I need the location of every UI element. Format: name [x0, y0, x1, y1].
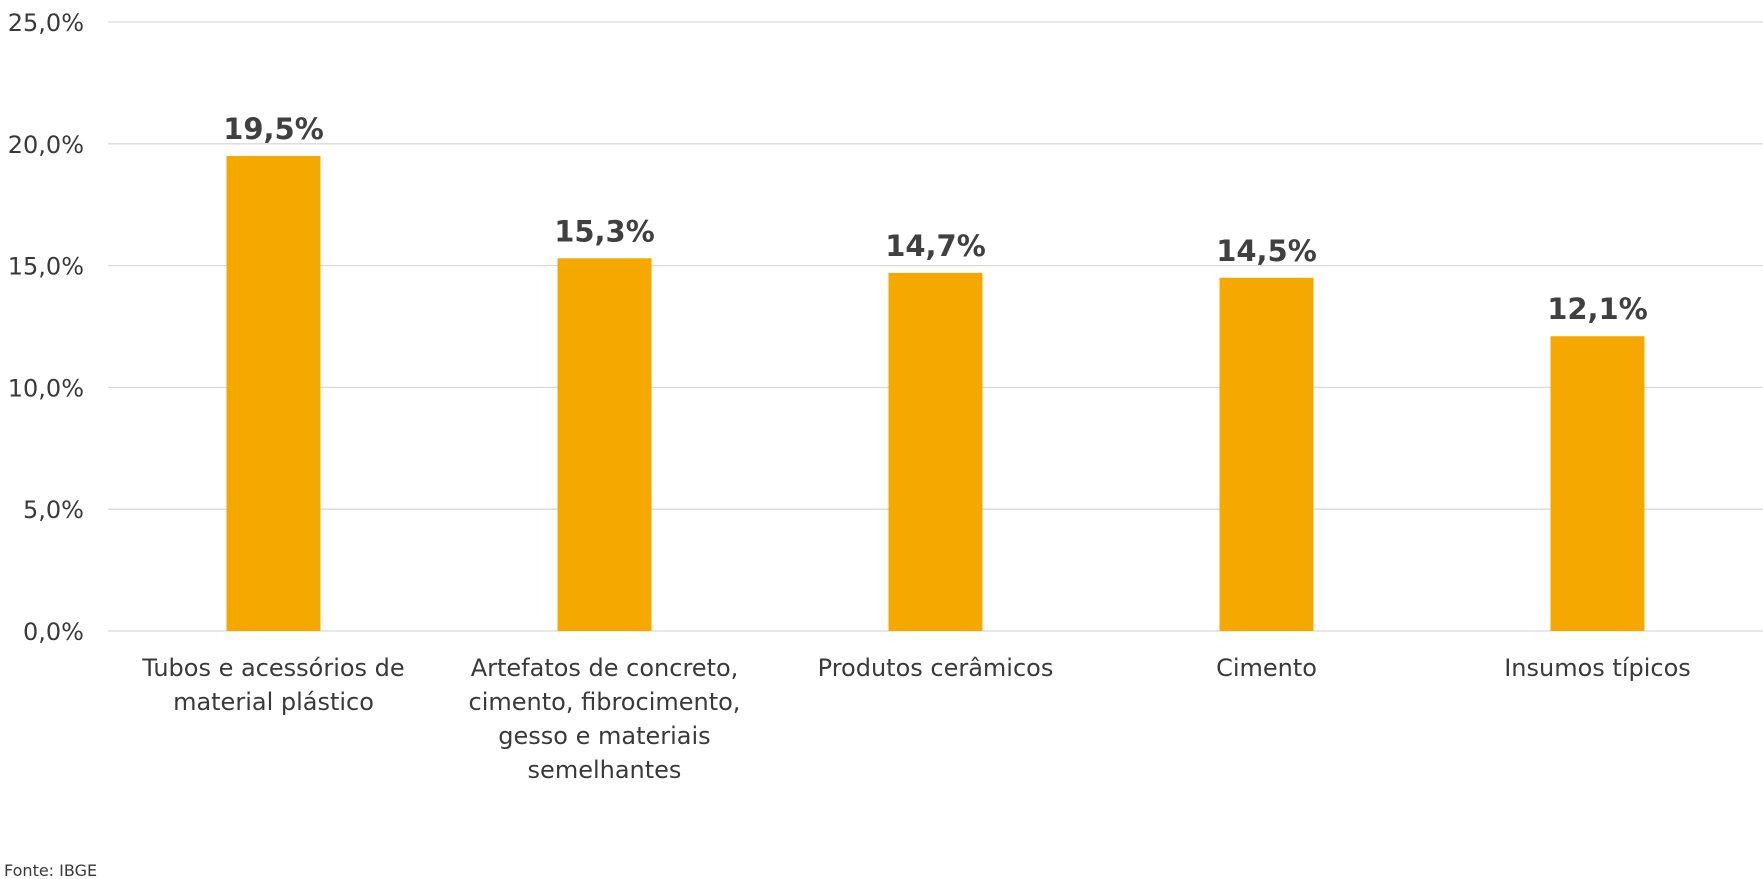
y-tick-label: 15,0%	[8, 253, 84, 281]
category-label: Tubos e acessórios de material plástico	[141, 654, 404, 716]
bar	[226, 155, 321, 632]
category-label: Insumos típicos	[1504, 654, 1691, 682]
bars	[226, 155, 1645, 632]
y-tick-label: 0,0%	[23, 618, 84, 646]
bar	[1219, 277, 1314, 631]
category-label: Artefatos de concreto, cimento, fibrocime…	[469, 654, 741, 784]
value-label: 14,5%	[1216, 234, 1317, 268]
y-tick-label: 20,0%	[8, 131, 84, 159]
y-tick-label: 25,0%	[8, 9, 84, 37]
y-tick-label: 10,0%	[8, 374, 84, 402]
category-label: Cimento	[1216, 654, 1317, 682]
x-axis-category-labels: Tubos e acessórios de material plástico Ar…	[141, 654, 1690, 784]
category-label: Produtos cerâmicos	[818, 654, 1054, 682]
value-labels: 19,5% 15,3% 14,7% 14,5% 12,1%	[223, 112, 1648, 326]
value-label: 12,1%	[1547, 292, 1648, 326]
value-label: 15,3%	[554, 214, 655, 248]
bar	[888, 272, 983, 631]
bar	[557, 258, 652, 631]
source-note: Fonte: IBGE	[4, 861, 97, 879]
bar	[1550, 336, 1645, 631]
value-label: 14,7%	[885, 229, 986, 263]
value-label: 19,5%	[223, 112, 324, 146]
y-axis-tick-labels: 0,0% 5,0% 10,0% 15,0% 20,0% 25,0%	[8, 9, 84, 646]
y-tick-label: 5,0%	[23, 496, 84, 524]
